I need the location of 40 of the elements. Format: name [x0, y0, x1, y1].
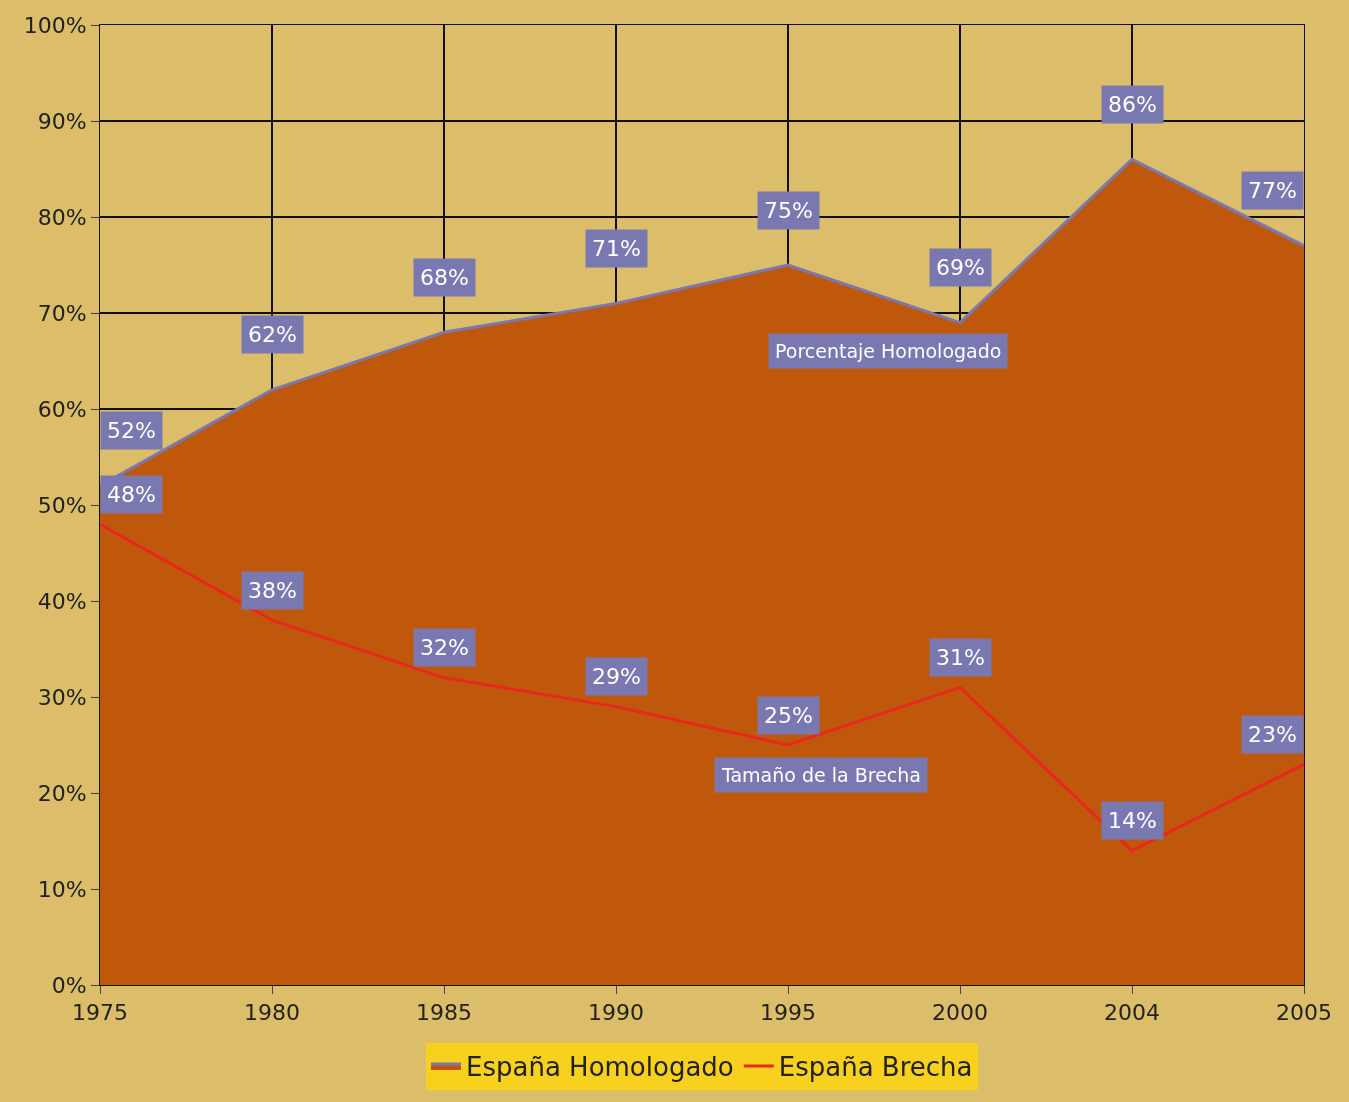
y-tick-label: 30%	[37, 684, 87, 710]
legend-label: España Homologado	[466, 1052, 734, 1083]
x-tick-label: 1995	[760, 1000, 816, 1026]
legend-label: España Brecha	[778, 1052, 973, 1083]
data-label: 71%	[592, 236, 641, 261]
data-label: 29%	[592, 664, 641, 689]
annotation: Tamaño de la Brecha	[721, 764, 921, 786]
data-label: 25%	[764, 703, 813, 728]
data-label: 75%	[764, 198, 813, 223]
y-tick-label: 40%	[37, 588, 87, 614]
annotation: Porcentaje Homologado	[775, 340, 1002, 362]
y-tick-label: 20%	[37, 780, 87, 806]
data-label: 14%	[1108, 808, 1157, 833]
data-label: 38%	[248, 578, 297, 603]
y-tick-label: 100%	[23, 12, 87, 38]
data-label: 77%	[1248, 178, 1297, 203]
x-tick-label: 1990	[588, 1000, 644, 1026]
y-tick-label: 70%	[37, 300, 87, 326]
x-tick-label: 2000	[932, 1000, 988, 1026]
y-tick-label: 80%	[37, 204, 87, 230]
y-tick-label: 50%	[37, 492, 87, 518]
line-series	[100, 522, 1304, 853]
data-label: 68%	[420, 265, 469, 290]
x-tick-label: 2004	[1104, 1000, 1160, 1026]
y-tick-label: 10%	[37, 876, 87, 902]
x-tick-label: 1980	[244, 1000, 300, 1026]
data-label: 48%	[107, 482, 156, 507]
data-label: 31%	[936, 645, 985, 670]
x-tick-label: 2005	[1276, 1000, 1332, 1026]
data-label: 62%	[248, 322, 297, 347]
data-label: 32%	[420, 635, 469, 660]
y-tick-label: 0%	[51, 972, 87, 998]
data-label: 86%	[1108, 92, 1157, 117]
x-tick-label: 1985	[416, 1000, 472, 1026]
data-label: 23%	[1248, 722, 1297, 747]
data-label: 69%	[936, 255, 985, 280]
x-tick-label: 1975	[72, 1000, 128, 1026]
y-tick-label: 60%	[37, 396, 87, 422]
y-tick-label: 90%	[37, 108, 87, 134]
data-label: 52%	[107, 418, 156, 443]
